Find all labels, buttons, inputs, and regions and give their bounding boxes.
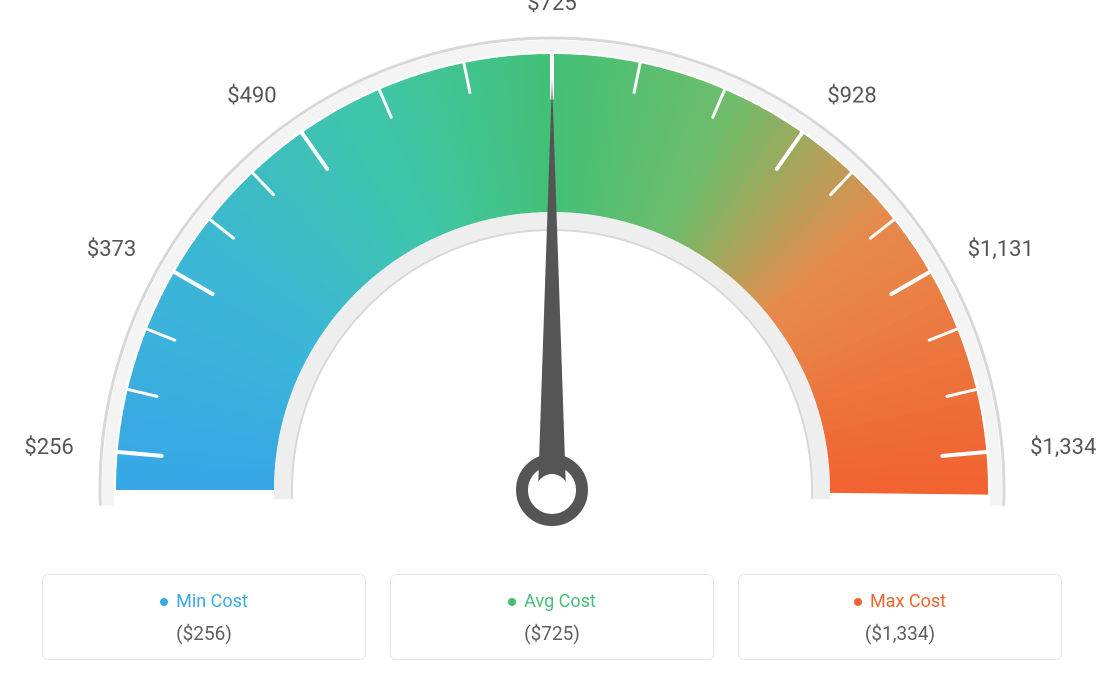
legend-label-max: Max Cost bbox=[870, 591, 946, 612]
svg-text:$928: $928 bbox=[827, 84, 876, 109]
svg-text:$490: $490 bbox=[227, 84, 276, 109]
cost-gauge: $256 $373 $490 $725 $928 $1,131 $1,334 bbox=[0, 0, 1104, 560]
legend-value-min: ($256) bbox=[53, 622, 355, 645]
dot-icon bbox=[854, 598, 862, 606]
svg-text:$1,131: $1,131 bbox=[968, 237, 1034, 262]
legend-title-avg: Avg Cost bbox=[508, 591, 596, 612]
legend-title-min: Min Cost bbox=[160, 591, 248, 612]
dot-icon bbox=[508, 598, 516, 606]
svg-text:$1,334: $1,334 bbox=[1030, 435, 1096, 460]
dot-icon bbox=[160, 598, 168, 606]
legend-card-max: Max Cost ($1,334) bbox=[738, 574, 1062, 661]
legend-value-max: ($1,334) bbox=[749, 622, 1051, 645]
svg-text:$256: $256 bbox=[24, 435, 73, 460]
legend-value-avg: ($725) bbox=[401, 622, 703, 645]
legend-card-min: Min Cost ($256) bbox=[42, 574, 366, 661]
legend-title-max: Max Cost bbox=[854, 591, 946, 612]
legend-row: Min Cost ($256) Avg Cost ($725) Max Cost… bbox=[42, 574, 1062, 661]
legend-label-min: Min Cost bbox=[176, 591, 248, 612]
legend-label-avg: Avg Cost bbox=[524, 591, 596, 612]
svg-text:$725: $725 bbox=[527, 0, 576, 16]
legend-card-avg: Avg Cost ($725) bbox=[390, 574, 714, 661]
svg-text:$373: $373 bbox=[87, 237, 136, 262]
